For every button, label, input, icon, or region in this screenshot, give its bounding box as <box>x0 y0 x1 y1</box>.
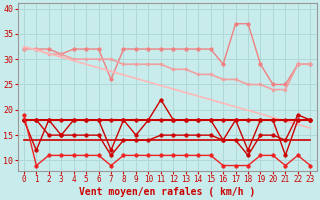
X-axis label: Vent moyen/en rafales ( km/h ): Vent moyen/en rafales ( km/h ) <box>79 187 255 197</box>
